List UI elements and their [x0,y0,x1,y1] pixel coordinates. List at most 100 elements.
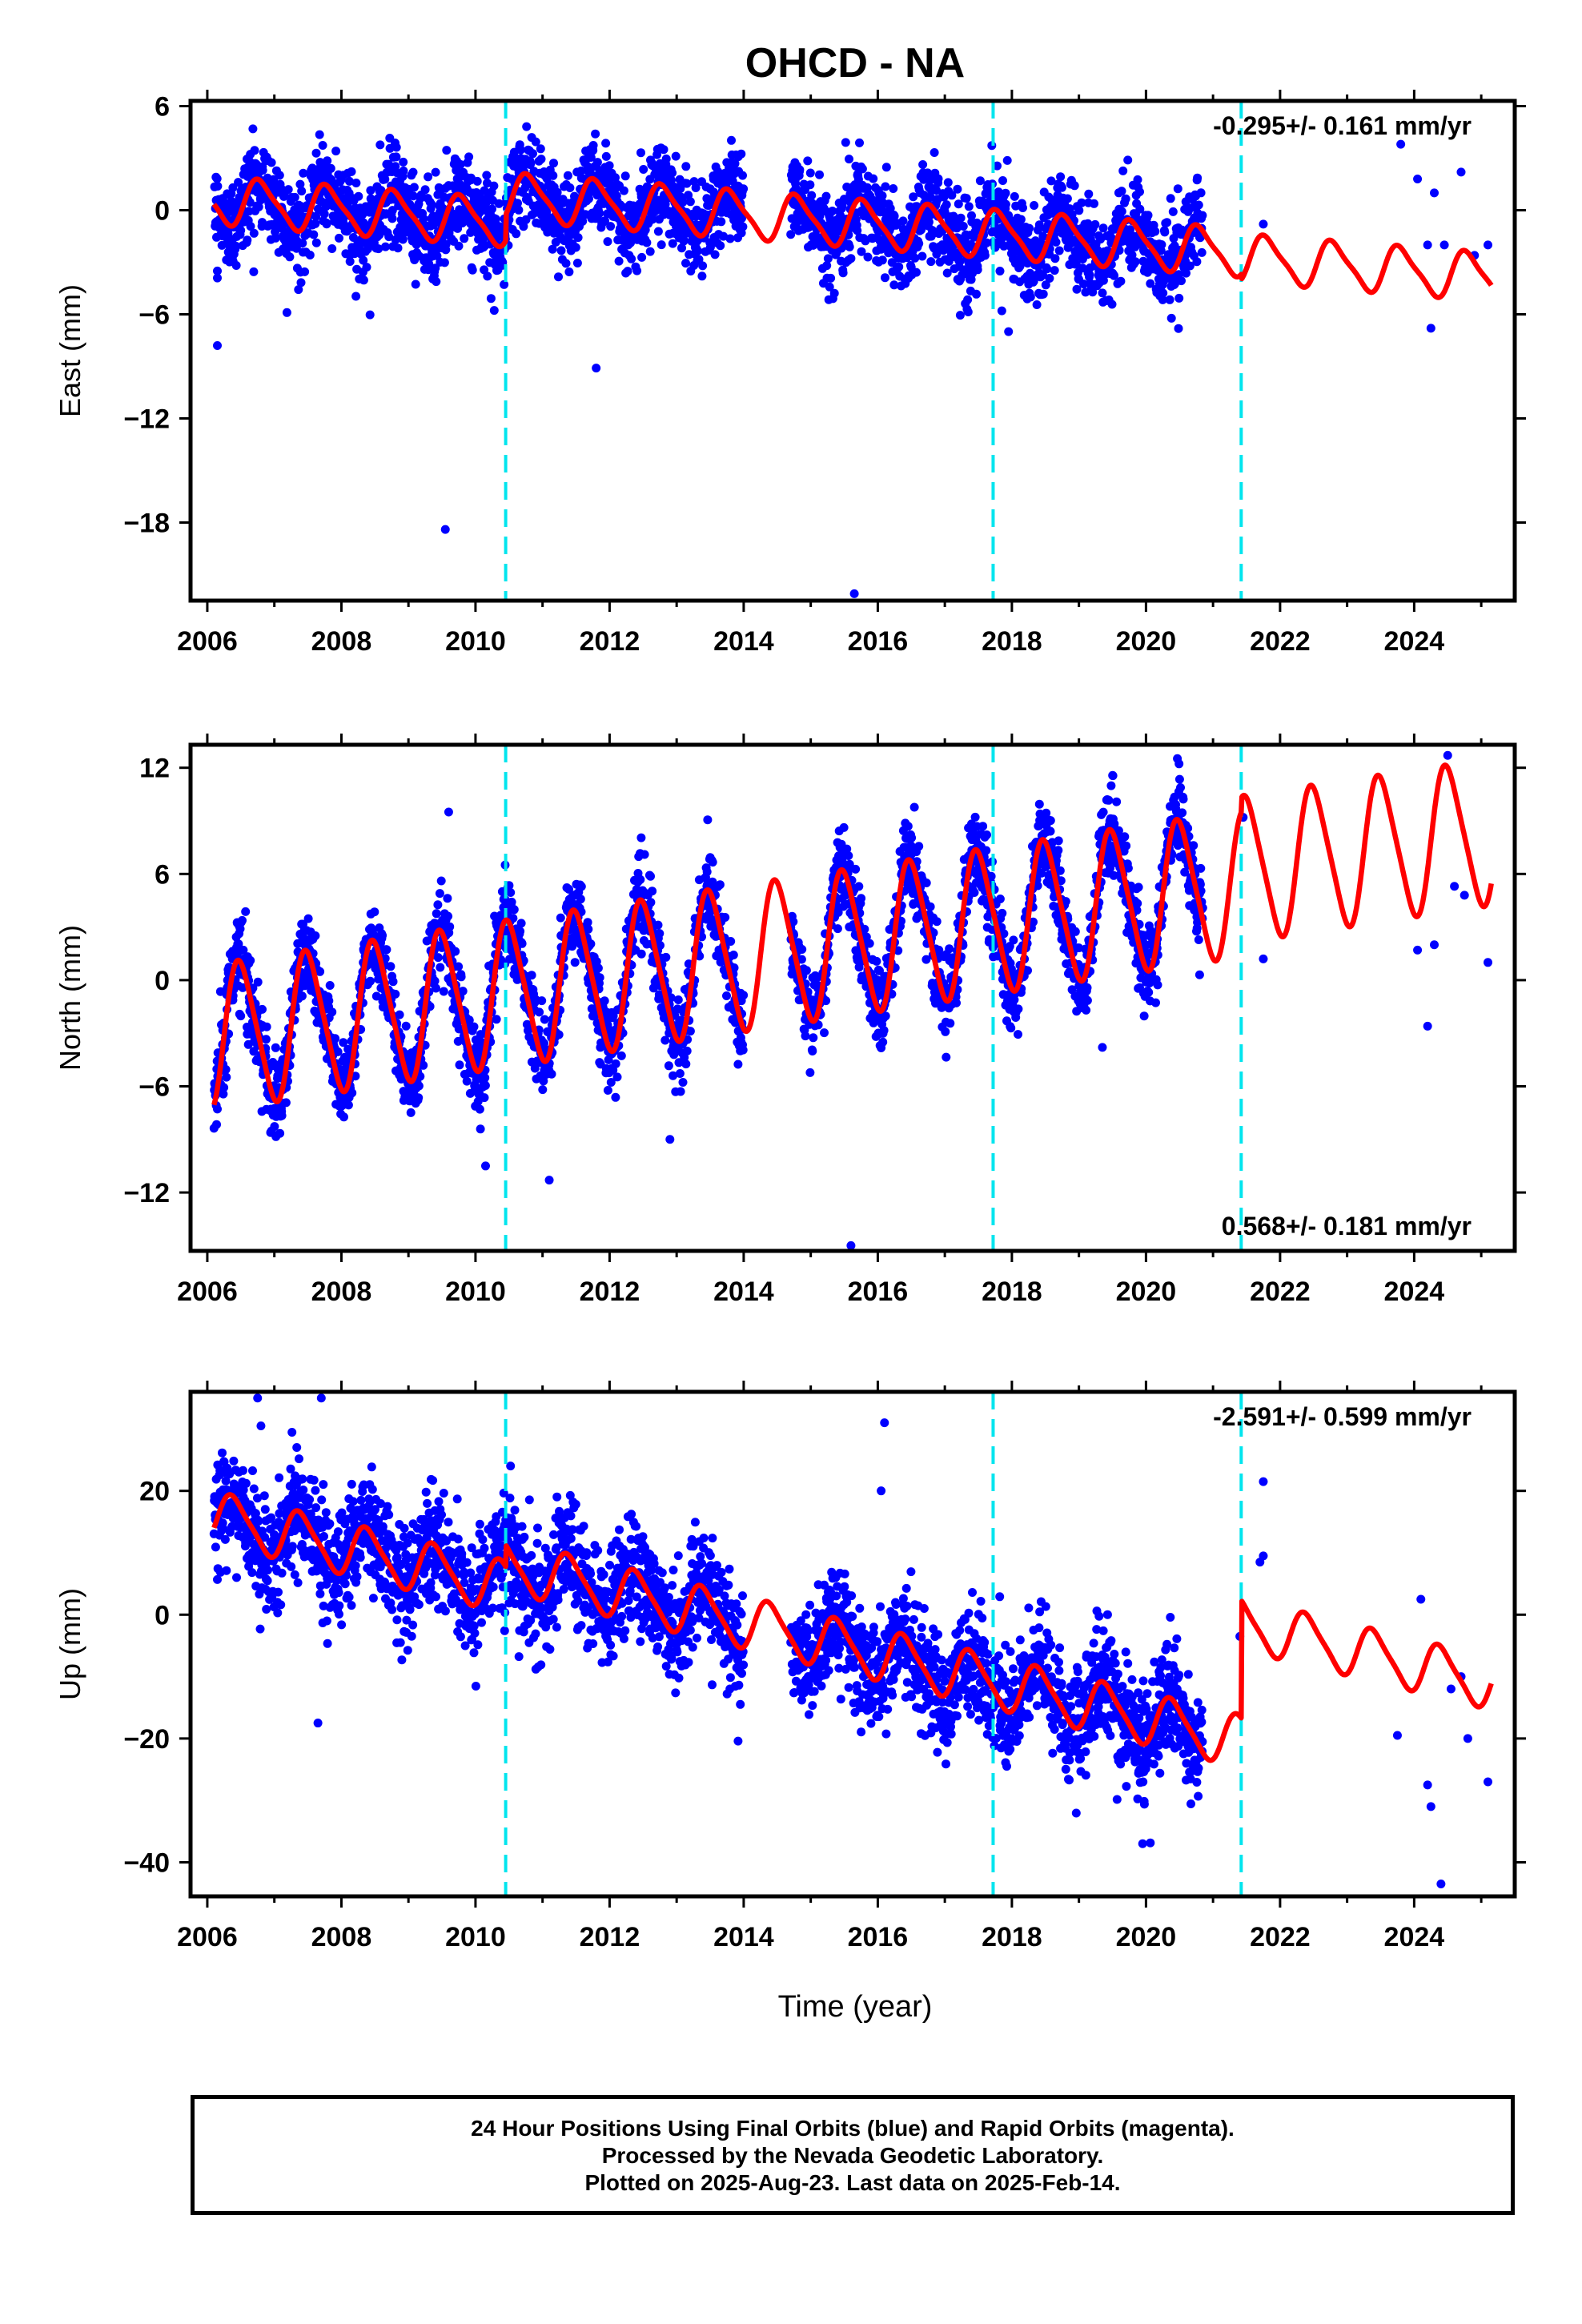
data-point [480,1081,490,1090]
data-point [366,186,375,195]
data-point [603,237,612,247]
x-tick-label: 2006 [177,626,238,657]
data-point [271,1043,280,1052]
data-point [370,907,379,917]
data-point [475,1104,484,1114]
data-point [571,243,580,252]
data-point [526,159,536,168]
data-point [828,207,837,215]
data-point [708,858,717,867]
data-point [388,977,398,987]
data-point [248,124,258,134]
data-point [1001,188,1010,198]
data-point [967,211,976,220]
data-point [786,230,796,239]
data-point [958,222,968,231]
data-point [455,1060,464,1070]
data-point [290,192,299,202]
data-point [964,202,974,211]
data-point [1135,204,1145,214]
data-point [564,267,574,276]
data-point [1107,300,1117,309]
data-point [865,939,874,948]
data-point [469,1022,479,1031]
data-point [460,234,469,243]
data-point [611,1059,620,1068]
data-point [980,251,990,260]
data-point [953,184,962,194]
data-point [894,262,904,271]
data-point [270,1122,279,1132]
data-point [702,867,712,877]
data-point [1193,173,1203,183]
data-point [331,147,341,156]
data-point [547,1069,556,1079]
data-point [995,267,1005,275]
data-point [522,122,532,131]
data-point [483,179,492,188]
data-point [677,243,686,253]
data-point [283,185,293,195]
data-point [516,919,526,928]
data-point [537,996,547,1006]
data-point [997,306,1006,316]
data-point [738,171,747,180]
data-point [1196,188,1206,198]
data-point [261,1035,271,1044]
data-point [366,976,375,986]
data-point [297,991,307,1001]
data-point [645,247,655,256]
data-point [456,972,466,982]
plot-area-east [210,101,1494,601]
data-point [540,1015,549,1024]
data-point [857,894,866,903]
data-point [345,257,355,266]
panels-group: 2006 2008 2010 2012 2014 2016 2018 2020 2022 2024… [54,90,1526,1952]
data-point [973,265,982,275]
data-point [1098,288,1107,298]
data-point [343,1100,353,1110]
data-point [243,235,252,245]
data-point [411,279,420,289]
x-tick-label: 2010 [445,626,506,657]
data-point [409,183,419,192]
data-point [807,191,817,200]
data-point [656,240,666,250]
data-point [1001,199,1010,209]
data-point [480,1093,489,1103]
data-point [464,152,474,162]
data-point [646,871,655,881]
data-point [889,184,898,193]
data-point [676,1087,685,1096]
data-point [351,292,361,301]
data-point [1123,155,1133,165]
data-point [869,174,878,183]
y-tick-label: −18 [123,509,170,539]
data-point [303,914,313,923]
data-point [668,239,677,248]
data-point [282,308,291,317]
data-point [1121,194,1130,203]
data-point [661,154,671,163]
data-point [327,1007,337,1017]
data-point [717,217,726,227]
data-point [427,199,436,209]
data-point [514,205,524,215]
data-point [375,140,385,150]
data-point [879,1026,889,1035]
data-point [324,996,334,1006]
data-point [440,525,450,534]
panel-north: 2006 2008 2010 2012 2014 2016 2018 2020 2022 2024… [54,734,1526,1307]
data-point [431,263,440,273]
data-point [1026,292,1035,302]
data-point [620,171,630,181]
data-point [822,261,832,271]
data-point [681,1059,691,1069]
data-point [486,294,496,304]
data-point [1074,206,1084,215]
data-point [975,176,985,186]
data-point [489,181,499,191]
data-point [619,186,628,195]
data-point [829,288,839,298]
